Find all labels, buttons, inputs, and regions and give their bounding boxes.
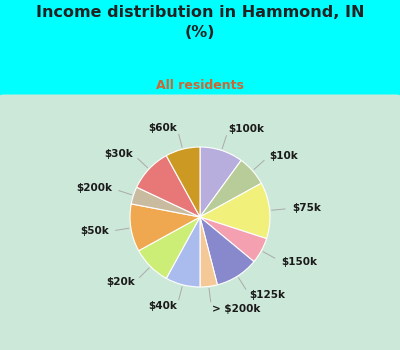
Wedge shape <box>200 183 270 239</box>
Wedge shape <box>200 217 218 287</box>
Text: $125k: $125k <box>250 290 286 300</box>
Wedge shape <box>200 217 266 261</box>
Text: $75k: $75k <box>292 203 321 213</box>
Text: $150k: $150k <box>281 257 317 266</box>
Text: $60k: $60k <box>148 122 177 133</box>
Text: $50k: $50k <box>80 226 109 237</box>
Wedge shape <box>200 147 241 217</box>
Text: $10k: $10k <box>269 151 298 161</box>
Wedge shape <box>131 187 200 217</box>
Text: All residents: All residents <box>156 79 244 92</box>
Text: $40k: $40k <box>148 301 177 312</box>
Wedge shape <box>139 217 200 278</box>
Text: $100k: $100k <box>228 124 264 134</box>
Wedge shape <box>200 160 261 217</box>
Text: $200k: $200k <box>76 183 112 194</box>
Wedge shape <box>137 156 200 217</box>
Wedge shape <box>166 147 200 217</box>
Wedge shape <box>200 217 254 285</box>
Text: > $200k: > $200k <box>212 304 260 314</box>
Text: Income distribution in Hammond, IN
(%): Income distribution in Hammond, IN (%) <box>36 5 364 40</box>
Text: $30k: $30k <box>104 149 133 159</box>
Wedge shape <box>130 204 200 251</box>
Wedge shape <box>166 217 200 287</box>
Text: $20k: $20k <box>106 277 135 287</box>
